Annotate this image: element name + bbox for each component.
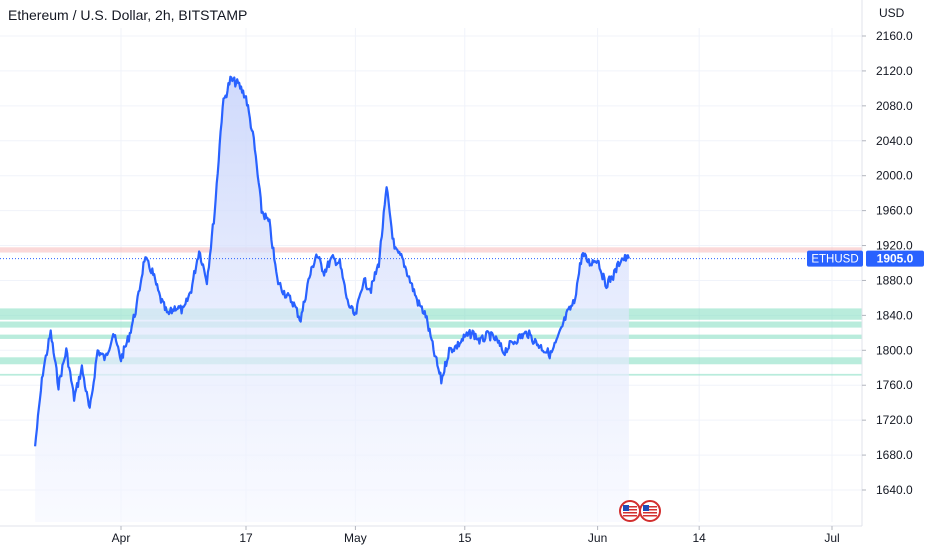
series-line-ethusd — [34, 75, 630, 447]
x-tick-label: Apr — [112, 531, 131, 545]
x-tick-label: 14 — [692, 531, 706, 545]
y-tick-label: 1800.0 — [876, 343, 913, 357]
series-area — [0, 75, 862, 522]
x-tick-label: Jul — [824, 531, 839, 545]
y-tick-label: 1680.0 — [876, 448, 913, 462]
y-tick-label: 1920.0 — [876, 239, 913, 253]
series-area-fill — [35, 76, 629, 522]
y-tick-label: 1760.0 — [876, 378, 913, 392]
y-tick-label: 2120.0 — [876, 64, 913, 78]
symbol-label-bg — [807, 250, 863, 267]
last-price-label-bg — [866, 250, 924, 267]
y-tick-label: 1720.0 — [876, 413, 913, 427]
y-tick-label: 1960.0 — [876, 204, 913, 218]
support-zone — [0, 321, 862, 328]
y-tick-label: 1840.0 — [876, 308, 913, 322]
us-flag-icon[interactable] — [639, 500, 661, 522]
last-price-label: 1905.0 — [877, 252, 914, 266]
us-flag-icon[interactable] — [619, 500, 641, 522]
chart-title: Ethereum / U.S. Dollar, 2h, BITSTAMP — [8, 7, 248, 23]
x-tick-label: 17 — [239, 531, 253, 545]
y-tick-label: 1640.0 — [876, 483, 913, 497]
y-tick-label: 2000.0 — [876, 169, 913, 183]
y-tick-label: 2040.0 — [876, 134, 913, 148]
support-zone — [0, 308, 862, 320]
y-tick-label: 2080.0 — [876, 99, 913, 113]
y-tick-label: 1880.0 — [876, 273, 913, 287]
resistance-zone — [0, 247, 862, 253]
x-tick-label: 15 — [458, 531, 472, 545]
y-tick-label: 2160.0 — [876, 29, 913, 43]
economic-events-badge[interactable] — [619, 500, 661, 522]
price-axis-currency: USD — [879, 6, 905, 20]
x-tick-label: Jun — [588, 531, 607, 545]
symbol-label: ETHUSD — [811, 254, 858, 266]
x-tick-label: May — [344, 531, 367, 545]
axes: 1640.0 1680.0 1720.0 1760.0 1800.0 1840.0 1880… — [0, 0, 924, 545]
